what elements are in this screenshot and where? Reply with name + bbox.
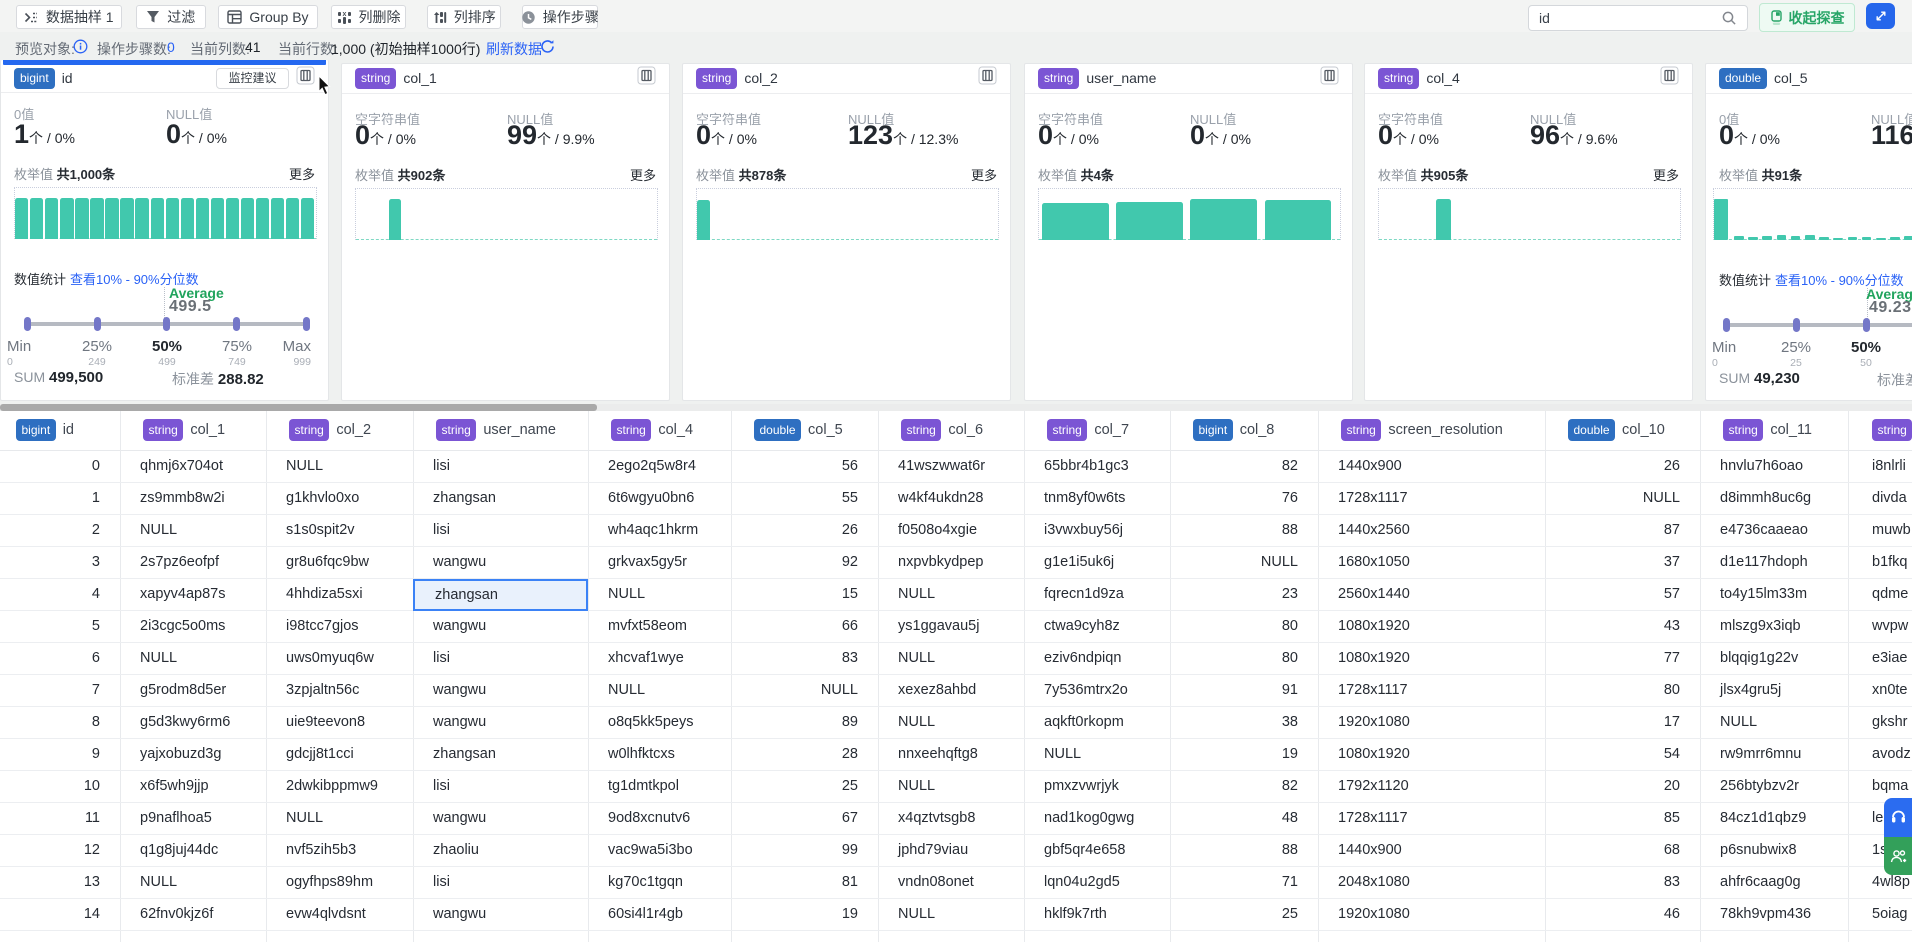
svg-text:x: x [342, 11, 346, 18]
